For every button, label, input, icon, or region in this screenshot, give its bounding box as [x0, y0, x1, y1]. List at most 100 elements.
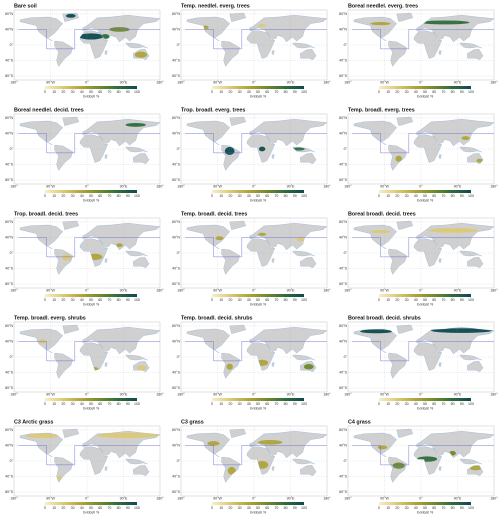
colorbar-tick-label: 40: [414, 506, 418, 510]
lon-label: 180°: [344, 184, 352, 188]
lat-label: 80°N: [172, 428, 180, 432]
lon-label: 90°E: [120, 392, 128, 396]
land: [19, 116, 161, 171]
colorbar-tick-label: 90: [293, 402, 297, 406]
colorbar-tick-label: 50: [89, 194, 93, 198]
lon-label: 180°: [490, 80, 498, 84]
lat-label: 0°: [344, 355, 348, 359]
lat-label: 40°S: [5, 59, 13, 63]
colorbar-tick-label: 10: [386, 298, 390, 302]
colorbar-tick-label: 70: [441, 90, 445, 94]
colorbar: [212, 398, 304, 401]
colorbar-label: Gridcell %: [83, 94, 100, 98]
coverage-patch: [227, 466, 236, 475]
colorbar-tick-label: 10: [219, 506, 223, 510]
colorbar-tick-label: 90: [126, 90, 130, 94]
colorbar-tick-label: 0: [44, 194, 46, 198]
lon-label: 90°E: [120, 496, 128, 500]
colorbar-tick-label: 50: [256, 506, 260, 510]
colorbar-tick-label: 40: [80, 194, 84, 198]
colorbar-tick-label: 30: [405, 298, 409, 302]
lat-label: 0°: [177, 251, 181, 255]
colorbar-tick-label: 50: [256, 298, 260, 302]
colorbar-tick-label: 70: [441, 194, 445, 198]
lat-label: 40°S: [172, 59, 180, 63]
colorbar: [45, 86, 137, 89]
colorbar-tick-label: 10: [219, 194, 223, 198]
colorbar-tick-label: 30: [405, 402, 409, 406]
coverage-patch: [136, 365, 147, 371]
coverage-patch: [370, 22, 391, 26]
lon-label: 180°: [490, 496, 498, 500]
colorbar-tick-label: 100: [134, 506, 140, 510]
lon-label: 90°W: [46, 496, 55, 500]
colorbar-label: Gridcell %: [83, 510, 100, 514]
colorbar-tick-label: 50: [256, 402, 260, 406]
lat-label: 80°S: [5, 74, 13, 78]
lon-label: 0°: [419, 288, 423, 292]
colorbar-tick-label: 20: [228, 506, 232, 510]
lon-label: 180°: [156, 184, 164, 188]
colorbar-tick-label: 40: [80, 298, 84, 302]
colorbar-tick-label: 80: [284, 90, 288, 94]
colorbar-tick-label: 10: [219, 90, 223, 94]
colorbar-tick-label: 40: [247, 298, 251, 302]
colorbar-tick-label: 80: [284, 194, 288, 198]
panel-title: Temp. broadl. everg. shrubs: [14, 315, 86, 321]
coverage-patch: [469, 465, 482, 471]
colorbar-tick-label: 90: [293, 298, 297, 302]
coverage: [125, 122, 146, 127]
lon-label: 180°: [156, 288, 164, 292]
coverage-patch: [392, 462, 405, 469]
colorbar-tick-label: 80: [451, 298, 455, 302]
colorbar-tick-label: 0: [44, 90, 46, 94]
coverage-patch: [431, 328, 492, 333]
colorbar-label: Gridcell %: [250, 94, 267, 98]
colorbar-tick-label: 60: [98, 90, 102, 94]
lon-label: 180°: [344, 392, 352, 396]
colorbar-tick-label: 80: [284, 402, 288, 406]
coverage-patch: [226, 363, 233, 370]
lat-label: 80°S: [339, 74, 347, 78]
colorbar-tick-label: 10: [386, 506, 390, 510]
lon-label: 0°: [252, 392, 256, 396]
lon-label: 0°: [85, 184, 89, 188]
colorbar-tick-label: 90: [460, 402, 464, 406]
lon-label: 0°: [252, 80, 256, 84]
lat-label: 40°N: [172, 235, 180, 239]
lat-label: 0°: [10, 459, 14, 463]
colorbar-tick-label: 90: [460, 90, 464, 94]
lon-label: 0°: [85, 392, 89, 396]
region-boundary: [18, 133, 160, 154]
lon-label: 180°: [323, 496, 331, 500]
lon-label: 180°: [490, 184, 498, 188]
lon-label: 90°E: [287, 184, 295, 188]
coverage-patch: [476, 158, 484, 163]
colorbar-tick-label: 30: [238, 194, 242, 198]
lat-label: 40°N: [339, 339, 347, 343]
lon-label: 90°W: [380, 184, 389, 188]
lat-label: 40°S: [172, 475, 180, 479]
colorbar: [379, 502, 471, 505]
land: [19, 428, 161, 483]
colorbar-tick-label: 80: [117, 298, 121, 302]
colorbar-tick-label: 30: [405, 194, 409, 198]
colorbar-tick-label: 60: [265, 90, 269, 94]
colorbar-tick-label: 40: [80, 90, 84, 94]
panel-title: Trop. broadl. decid. trees: [14, 211, 78, 217]
colorbar-tick-label: 40: [247, 194, 251, 198]
lon-label: 180°: [10, 184, 18, 188]
lat-label: 40°N: [5, 235, 13, 239]
colorbar-tick-label: 30: [238, 298, 242, 302]
region-boundary: [18, 341, 160, 362]
coverage-patch: [116, 243, 123, 248]
colorbar-label: Gridcell %: [417, 94, 434, 98]
colorbar: [45, 190, 137, 193]
coverage-patch: [258, 440, 283, 445]
lon-label: 90°W: [213, 496, 222, 500]
lat-label: 40°N: [172, 27, 180, 31]
land: [186, 116, 328, 171]
colorbar-label: Gridcell %: [417, 302, 434, 306]
